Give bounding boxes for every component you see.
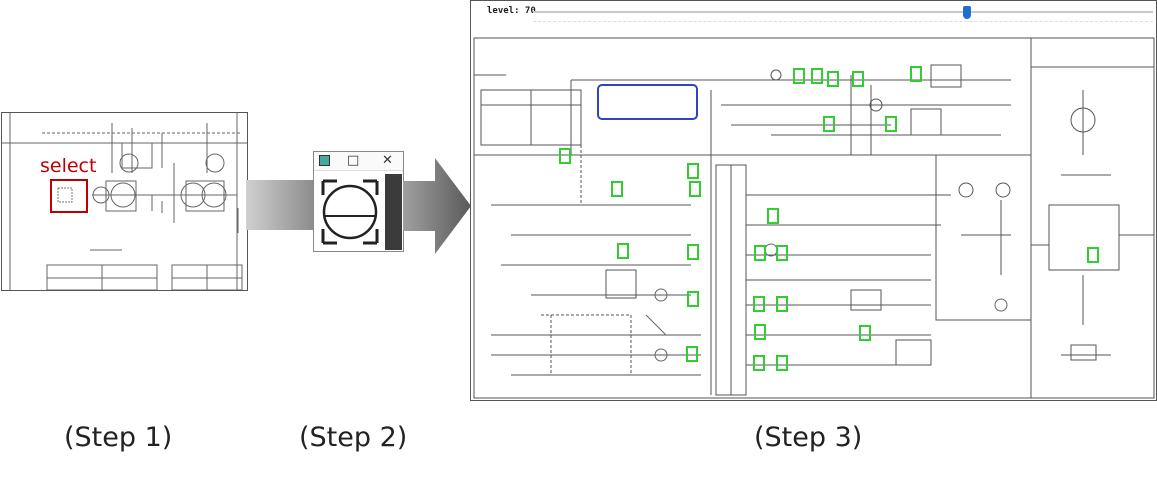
window-titlebar: □ ✕ — [314, 152, 403, 171]
detected-symbol-box[interactable] — [859, 325, 871, 341]
detected-symbol-box[interactable] — [687, 163, 699, 179]
detected-symbol-box[interactable] — [753, 296, 765, 312]
detected-symbol-box[interactable] — [687, 244, 699, 260]
level-readout: level: 70 — [487, 6, 536, 16]
select-label: select — [40, 155, 97, 177]
app-icon — [319, 155, 330, 166]
detected-symbol-box[interactable] — [827, 71, 839, 87]
detected-symbol-box[interactable] — [611, 181, 623, 197]
detected-symbol-box[interactable] — [776, 245, 788, 261]
detected-symbol-box[interactable] — [687, 291, 699, 307]
arrow-1-to-2 — [246, 180, 316, 230]
detected-symbol-box[interactable] — [686, 346, 698, 362]
selection-box[interactable] — [50, 179, 88, 213]
detected-symbol-box[interactable] — [776, 355, 788, 371]
detected-symbol-box[interactable] — [823, 116, 835, 132]
detected-symbol-box[interactable] — [753, 355, 765, 371]
close-button[interactable]: ✕ — [382, 153, 393, 168]
level-slider-ticks — [533, 21, 1153, 23]
step2-window: □ ✕ — [313, 151, 404, 252]
step3-label: (Step 3) — [754, 422, 863, 453]
arrow-2-to-3 — [403, 158, 471, 254]
step2-label: (Step 2) — [299, 422, 408, 453]
step1-diagram — [2, 113, 247, 290]
detected-symbol-box[interactable] — [617, 243, 629, 259]
window-scrollbar[interactable] — [385, 174, 402, 250]
detected-symbol-box[interactable] — [559, 148, 571, 164]
level-slider-track[interactable] — [533, 11, 1153, 13]
level-slider-thumb[interactable] — [963, 6, 971, 19]
step1-label: (Step 1) — [64, 422, 173, 453]
detected-symbol-box[interactable] — [910, 66, 922, 82]
detected-symbol-box[interactable] — [754, 245, 766, 261]
detected-symbol-box[interactable] — [689, 181, 701, 197]
detected-symbol-box[interactable] — [793, 68, 805, 84]
selection-frame[interactable] — [597, 84, 698, 120]
detected-symbol-box[interactable] — [811, 68, 823, 84]
minimize-button[interactable]: □ — [347, 153, 360, 168]
pid-drawing — [473, 37, 1155, 399]
cropped-symbol-preview — [317, 175, 383, 249]
detected-symbol-box[interactable] — [776, 296, 788, 312]
step1-panel: select — [1, 112, 248, 291]
step3-panel: level: 70 — [470, 0, 1157, 401]
detected-symbol-box[interactable] — [767, 208, 779, 224]
detected-symbol-box[interactable] — [885, 116, 897, 132]
detected-symbol-box[interactable] — [754, 324, 766, 340]
detected-symbol-box[interactable] — [1087, 247, 1099, 263]
detected-symbol-box[interactable] — [852, 71, 864, 87]
